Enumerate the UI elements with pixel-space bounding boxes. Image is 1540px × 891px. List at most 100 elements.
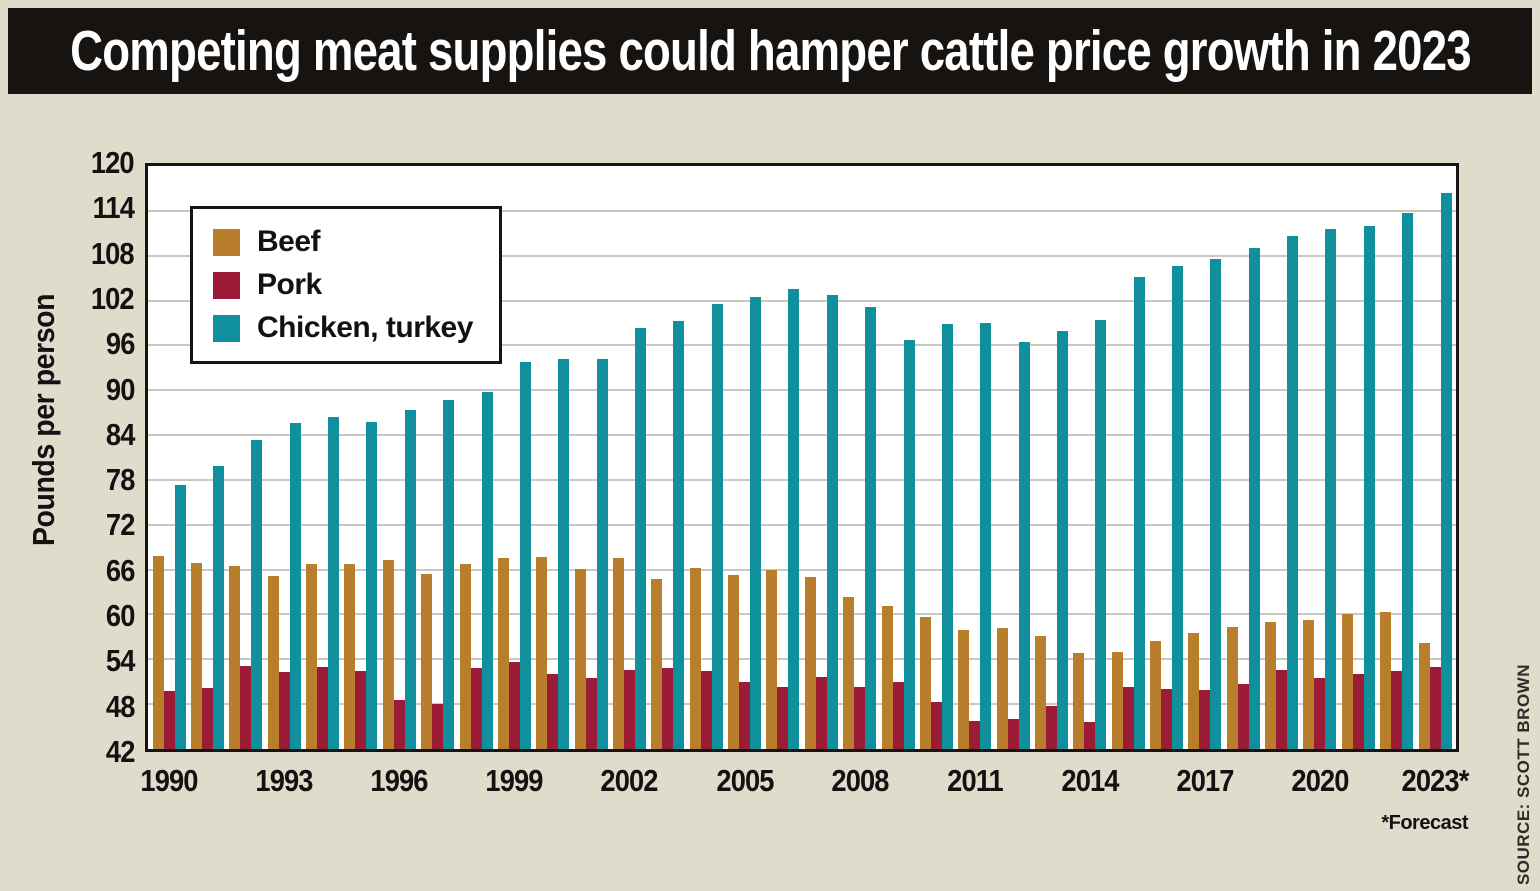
- chicken-turkey-bar: [1172, 266, 1184, 749]
- chicken-turkey-bar: [366, 421, 378, 749]
- pork-bar: [278, 672, 290, 749]
- pork-bar: [1391, 670, 1403, 749]
- gridline: [148, 658, 1456, 661]
- bar-group-1990: 1990: [141, 166, 199, 798]
- beef-bar: [459, 563, 471, 749]
- forecast-footnote: *Forecast: [1381, 812, 1468, 834]
- chicken-turkey-bar: [1095, 319, 1107, 749]
- beef-bar: [651, 579, 663, 749]
- pork-swatch-icon: [213, 271, 240, 299]
- chicken-turkey-bar: [1210, 258, 1222, 749]
- y-tick-label: 60: [105, 598, 134, 634]
- beef-bar: [881, 605, 893, 749]
- bar-group-1993: 1993: [256, 166, 314, 798]
- beef-bar: [612, 558, 624, 749]
- chicken-turkey-bar: [865, 306, 877, 749]
- beef-bar: [1188, 633, 1200, 749]
- beef-bar: [1265, 621, 1277, 749]
- bar-group-2005: 2005: [716, 166, 774, 798]
- legend: Beef Pork Chicken, turkey: [190, 206, 502, 364]
- bar-group-2012: [994, 166, 1032, 749]
- x-tick-label: 1999: [485, 763, 544, 798]
- beef-bar: [497, 557, 509, 749]
- pork-bar: [1122, 686, 1134, 749]
- source-credit: SOURCE: SCOTT BROWN: [1514, 663, 1533, 885]
- pork-bar: [1314, 678, 1326, 749]
- gridline: [148, 478, 1456, 481]
- gridline: [148, 299, 1456, 302]
- bars-row: 1990 1993 1996 1999 2002 2005 2008 2011 2014 2017…: [141, 166, 1469, 798]
- pork-bar: [777, 686, 789, 749]
- pork-bar: [1161, 689, 1173, 749]
- beef-bar: [536, 556, 548, 749]
- x-tick-label: 2023*: [1401, 763, 1470, 798]
- beef-bar: [574, 568, 586, 749]
- y-tick-label: 66: [105, 552, 134, 588]
- bar-group-1991: [188, 166, 226, 749]
- x-tick-label: 2020: [1291, 763, 1349, 798]
- chicken-turkey-bar: [980, 322, 992, 749]
- gridline: [148, 523, 1456, 526]
- chicken-turkey-bar: [443, 399, 455, 749]
- gridline: [148, 254, 1456, 257]
- gridline: [148, 209, 1456, 212]
- pork-bar: [969, 721, 981, 749]
- chicken-turkey-bar: [1056, 331, 1068, 749]
- bar-group-2018: [1224, 166, 1262, 749]
- legend-item-pork: Pork: [213, 268, 473, 302]
- chicken-turkey-bar: [750, 296, 762, 749]
- legend-label-chicken-turkey: Chicken, turkey: [257, 311, 473, 344]
- pork-bar: [240, 666, 252, 749]
- beef-bar: [689, 568, 701, 749]
- gridline: [148, 434, 1456, 437]
- chicken-turkey-bar: [634, 328, 646, 749]
- beef-bar: [1380, 612, 1392, 749]
- beef-bar: [919, 617, 931, 749]
- pork-bar: [1007, 719, 1019, 749]
- beef-bar: [344, 563, 356, 749]
- chicken-turkey-bar: [519, 361, 531, 749]
- legend-label-pork: Pork: [257, 268, 322, 301]
- beef-bar: [728, 574, 740, 749]
- pork-bar: [393, 699, 405, 749]
- pork-bar: [355, 670, 367, 749]
- chicken-turkey-bar: [673, 321, 685, 749]
- y-tick-label: 102: [91, 280, 135, 316]
- beef-bar: [1034, 636, 1046, 749]
- y-tick-label: 120: [91, 145, 135, 180]
- bar-group-2014: 2014: [1061, 166, 1119, 798]
- pork-bar: [700, 671, 712, 749]
- chicken-turkey-bar: [328, 417, 340, 749]
- bar-group-1995: [342, 166, 380, 749]
- x-tick-label: 2005: [715, 763, 774, 798]
- pork-bar: [1352, 673, 1364, 749]
- legend-label-beef: Beef: [257, 225, 321, 258]
- beef-bar: [996, 627, 1008, 749]
- pork-bar: [317, 666, 329, 749]
- chicken-turkey-swatch-icon: [213, 314, 240, 342]
- legend-item-chicken-turkey: Chicken, turkey: [213, 311, 473, 345]
- gridline: [148, 568, 1456, 571]
- beef-bar: [1303, 620, 1315, 749]
- bar-group-1992: [227, 166, 265, 749]
- beef-bar: [152, 556, 164, 749]
- y-tick-label: 48: [105, 688, 134, 724]
- pork-bar: [623, 669, 635, 749]
- bar-group-2004: [687, 166, 725, 749]
- beef-bar: [267, 576, 279, 749]
- beef-bar: [229, 565, 241, 749]
- gridline: [148, 703, 1456, 706]
- chicken-turkey-bar: [941, 324, 953, 749]
- bar-group-2020: 2020: [1291, 166, 1349, 798]
- chicken-turkey-bar: [1363, 225, 1375, 749]
- chicken-turkey-bar: [1018, 341, 1030, 749]
- bar-group-1997: [419, 166, 457, 749]
- y-tick-label: 72: [105, 507, 134, 543]
- chicken-turkey-bar: [174, 485, 186, 749]
- x-tick-label: 1990: [140, 763, 199, 798]
- x-tick-label: 1993: [255, 763, 314, 798]
- chicken-turkey-bar: [213, 466, 225, 749]
- pork-bar: [470, 668, 482, 749]
- bar-group-2015: [1109, 166, 1147, 749]
- chicken-turkey-bar: [558, 358, 570, 749]
